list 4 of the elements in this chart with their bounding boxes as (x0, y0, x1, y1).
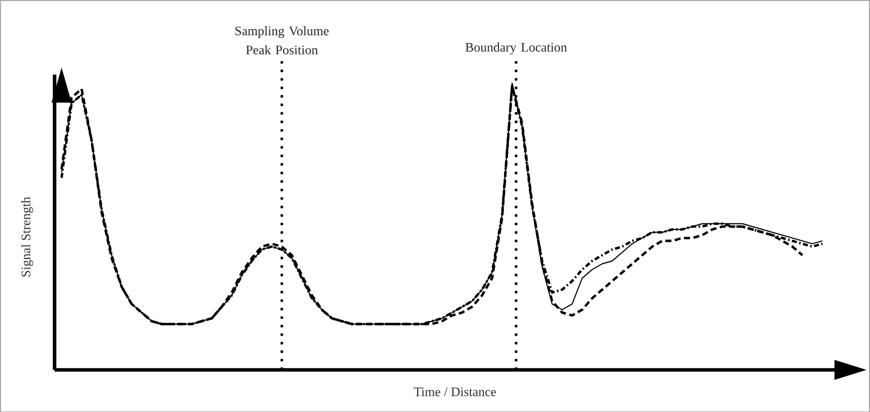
text: Boundary Location (466, 42, 567, 54)
y-axis-title: Signal Strength (21, 196, 34, 276)
x-axis-title: Time / Distance (414, 387, 496, 396)
text: Sampling Volume Peak Position (235, 26, 329, 54)
